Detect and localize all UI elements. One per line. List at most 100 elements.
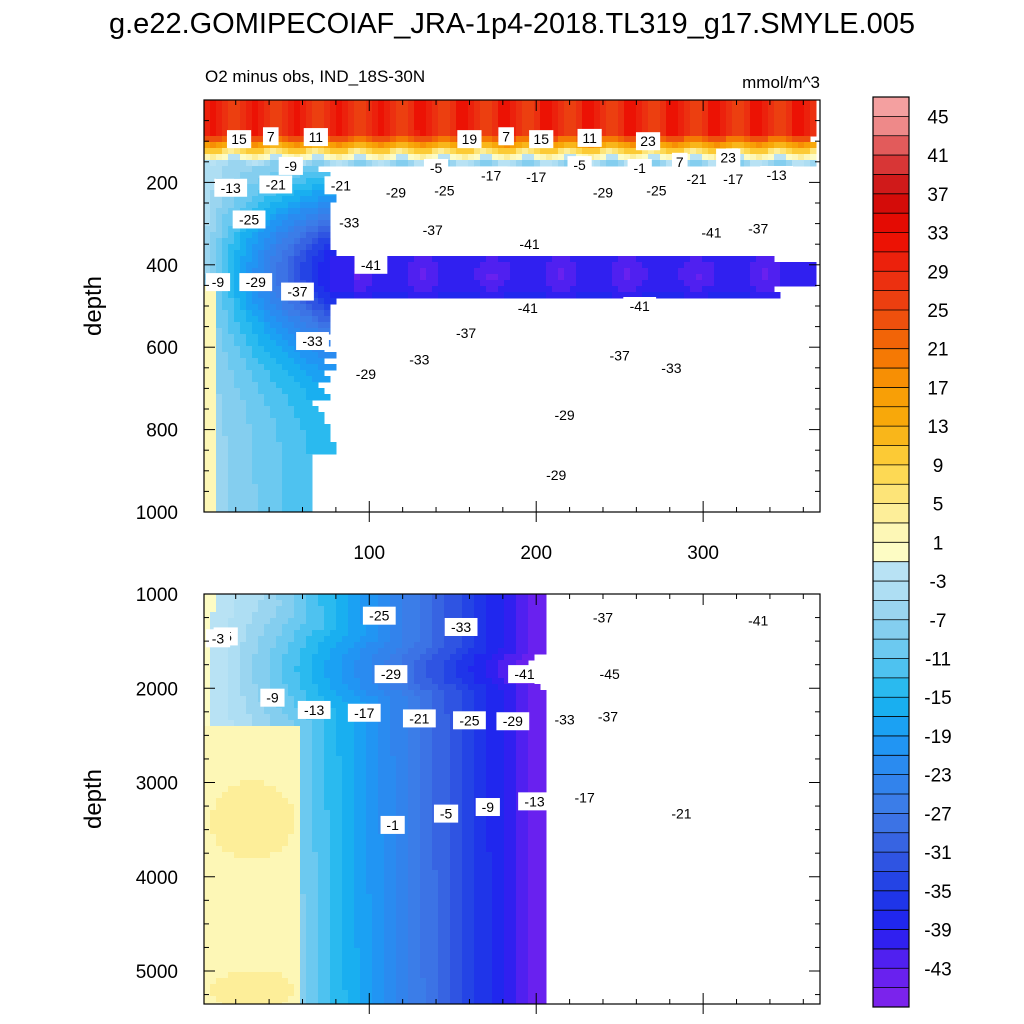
field-cell (270, 160, 283, 167)
field-cell (810, 118, 817, 125)
svg-text:-3: -3 (212, 630, 225, 646)
field-cell (504, 912, 517, 919)
field-cell (276, 418, 301, 425)
field-cell (240, 690, 259, 697)
field-cell (474, 696, 487, 703)
field-cell (354, 672, 373, 679)
field-cell (360, 984, 373, 991)
field-cell (204, 130, 211, 137)
field-cell (282, 106, 289, 113)
svg-text:-41: -41 (518, 300, 538, 316)
field-cell (474, 870, 493, 877)
field-cell (726, 112, 733, 119)
field-cell (408, 846, 421, 853)
field-cell (216, 406, 223, 413)
field-cell (456, 160, 469, 167)
field-cell (216, 478, 229, 485)
field-cell (384, 936, 397, 943)
field-cell (618, 100, 625, 107)
field-cell (378, 732, 391, 739)
contour-label: -45 (593, 665, 627, 684)
field-cell (462, 762, 475, 769)
field-cell (354, 690, 367, 697)
x-tick-label: 300 (687, 543, 719, 564)
field-cell (378, 720, 391, 727)
field-cell (204, 858, 301, 865)
field-cell (390, 684, 409, 691)
field-cell (648, 148, 655, 155)
field-cell (516, 876, 529, 883)
field-cell (354, 154, 367, 161)
field-cell (474, 654, 493, 661)
field-cell (528, 984, 547, 991)
field-cell (372, 912, 385, 919)
field-cell (600, 124, 607, 131)
field-cell (288, 642, 307, 649)
field-cell (768, 136, 787, 143)
colorbar-swatch (873, 116, 909, 137)
field-cell (444, 708, 463, 715)
colorbar-swatch (873, 271, 909, 292)
field-cell (246, 364, 265, 371)
field-cell (216, 160, 229, 167)
field-cell (564, 118, 577, 125)
field-cell (360, 954, 373, 961)
field-cell (366, 822, 379, 829)
colorbar-swatch (873, 135, 909, 156)
field-cell (354, 136, 367, 143)
field-cell (438, 936, 451, 943)
field-cell (300, 364, 319, 371)
field-cell (390, 636, 403, 643)
field-cell (204, 930, 301, 937)
svg-text:-25: -25 (459, 712, 479, 728)
svg-text:-41: -41 (361, 257, 381, 273)
field-cell (528, 714, 547, 721)
field-cell (450, 822, 463, 829)
field-cell (528, 858, 547, 865)
field-cell (204, 786, 229, 793)
field-cell (306, 370, 325, 377)
field-cell (222, 412, 247, 419)
field-cell (264, 208, 277, 215)
field-cell (810, 148, 817, 155)
field-cell (234, 196, 253, 203)
field-cell (216, 340, 223, 347)
field-cell (228, 972, 283, 979)
field-cell (234, 202, 247, 209)
field-cell (678, 268, 715, 275)
field-cell (216, 508, 229, 512)
contour-label: 11 (303, 128, 328, 147)
field-cell (450, 154, 457, 161)
field-cell (606, 142, 619, 149)
field-cell (342, 948, 361, 955)
field-cell (342, 804, 355, 811)
field-cell (282, 310, 289, 317)
field-cell (264, 594, 277, 601)
field-cell (474, 990, 493, 997)
field-cell (522, 106, 535, 113)
field-cell (372, 954, 385, 961)
field-cell (384, 858, 397, 865)
field-cell (396, 888, 409, 895)
field-cell (306, 594, 319, 601)
field-cell (222, 256, 229, 263)
field-cell (768, 106, 775, 113)
field-cell (264, 250, 277, 257)
field-cell (750, 136, 769, 143)
field-cell (558, 112, 565, 119)
field-cell (348, 136, 355, 143)
field-cell (234, 606, 259, 613)
field-cell (564, 142, 577, 149)
field-cell (354, 840, 367, 847)
field-cell (300, 918, 307, 925)
field-cell (420, 130, 427, 137)
field-cell (462, 708, 475, 715)
field-cell (396, 648, 409, 655)
field-cell (318, 990, 331, 997)
field-cell (276, 274, 289, 281)
field-cell (270, 280, 277, 287)
field-cell (432, 708, 445, 715)
field-cell (282, 490, 313, 497)
field-cell (606, 130, 619, 137)
field-cell (372, 100, 379, 107)
